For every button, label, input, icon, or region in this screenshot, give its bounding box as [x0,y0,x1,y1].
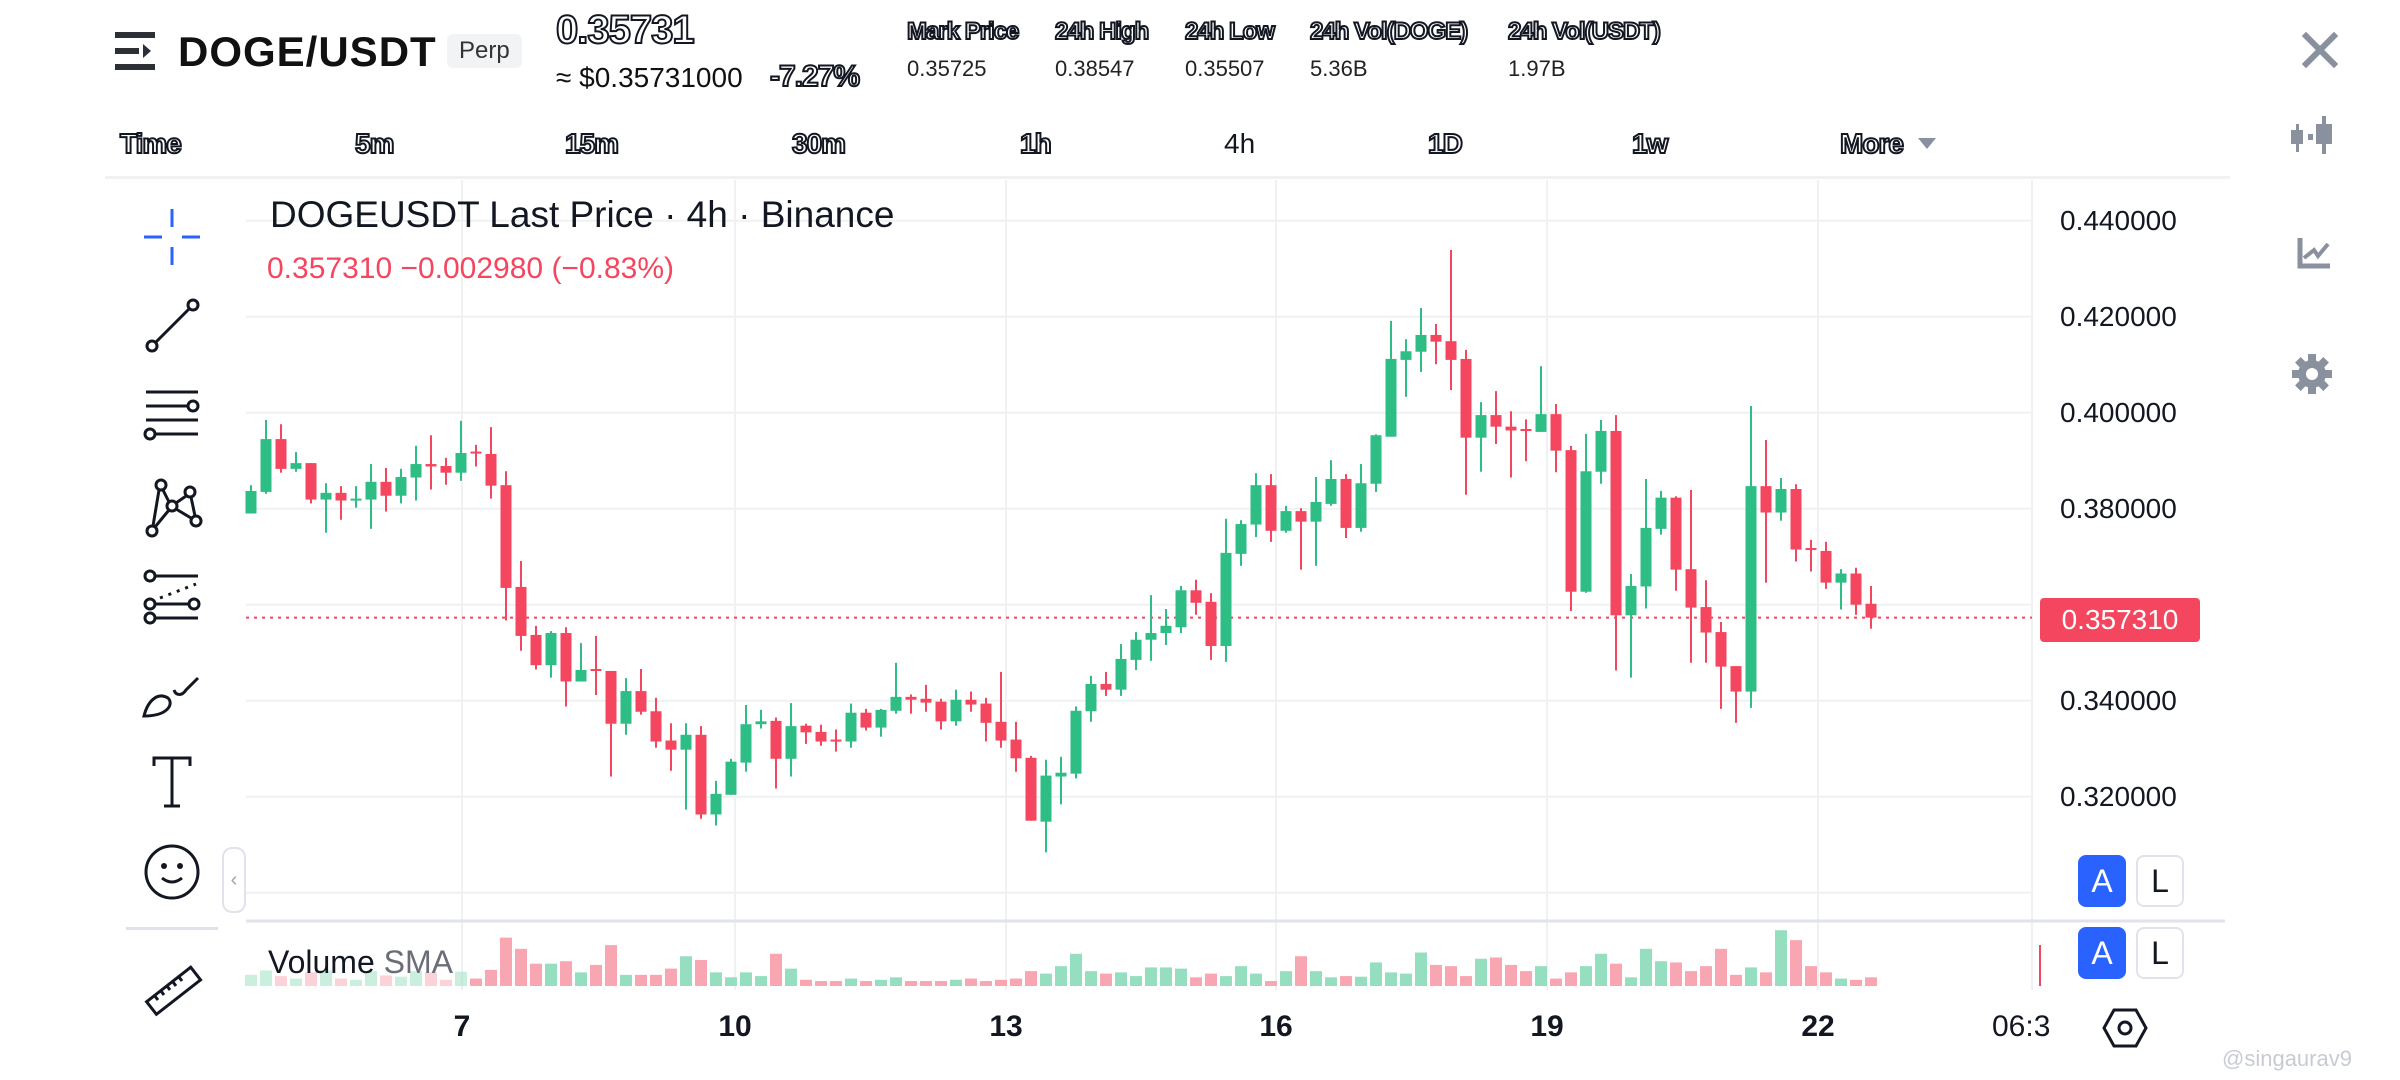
candlestick-icon[interactable] [2288,114,2338,158]
tab-15m[interactable]: 15m [564,127,620,160]
volume-log-scale-button[interactable]: L [2136,927,2184,979]
stat-value: 0.35507 [1185,56,1265,81]
time-axis-label: 22 [1801,1010,1835,1043]
tab-more[interactable]: More [1839,127,1905,160]
horizontal-lines-icon[interactable] [140,384,204,448]
menu-icon[interactable] [115,32,159,70]
tab-30m[interactable]: 30m [791,127,847,160]
price-axis-label: 0.340000 [2060,685,2177,716]
time-axis-label: 10 [718,1010,752,1043]
tab-4h[interactable]: 4h [1224,128,1256,159]
price-axis-label: 0.320000 [2060,781,2177,812]
change-percent: -7.27% [769,59,861,94]
stat-mark-price: Mark Price 0.35725 [906,17,1020,82]
current-price-label: 0.357310 [2040,598,2200,642]
watermark: @singaurav9 [2222,1046,2352,1071]
stat-24h-vol-doge: 24h Vol(DOGE) 5.36B [1309,17,1469,82]
time-axis-label: 16 [1259,1010,1293,1043]
chevron-down-icon[interactable] [1918,138,1936,149]
price-axis-label: 0.420000 [2060,301,2177,332]
last-price: 0.35731 [555,7,696,53]
stat-24h-low: 24h Low 0.35507 [1184,17,1276,82]
price-axis-label: 0.380000 [2060,493,2177,524]
toolbar-divider [126,927,218,930]
chart-settings-hexagon-icon[interactable] [2100,1006,2150,1050]
tab-1d[interactable]: 1D [1427,127,1464,160]
time-axis-label: 7 [453,1010,471,1043]
stat-value: 5.36B [1310,56,1368,81]
price-axis-label: 0.440000 [2060,205,2177,236]
stat-value: 0.38547 [1055,56,1135,81]
divider [105,176,2230,179]
tab-time[interactable]: Time [119,127,183,160]
time-axis-label: 13 [989,1010,1023,1043]
price-axis-label: 0.400000 [2060,397,2177,428]
crosshair-icon[interactable] [140,205,204,269]
stat-label: 24h Vol(DOGE) [1309,17,1469,46]
tab-5m[interactable]: 5m [354,127,396,160]
chart-legend-change: 0.357310 −0.002980 (−0.83%) [267,252,675,285]
volume-auto-scale-button[interactable]: A [2078,927,2126,979]
stat-24h-vol-usdt: 24h Vol(USDT) 1.97B [1507,17,1662,82]
log-scale-button[interactable]: L [2136,855,2184,907]
indicator-icon[interactable] [2292,232,2336,276]
stat-24h-high: 24h High 0.38547 [1054,17,1150,82]
gear-icon[interactable] [2290,352,2334,396]
ruler-icon[interactable] [140,960,204,1024]
text-icon[interactable] [140,750,204,814]
time-axis-label: 06:3 [1992,1010,2051,1043]
volume-legend: Volume SMA [268,944,453,981]
chart-legend-title: DOGEUSDT Last Price · 4h · Binance [270,194,895,235]
time-axis-label: 19 [1530,1010,1564,1043]
stat-label: 24h Low [1184,17,1276,46]
usd-price: ≈ $0.35731000 [556,62,743,93]
stat-label: Mark Price [906,17,1020,46]
stat-value: 1.97B [1508,56,1566,81]
contract-type-badge: Perp [447,34,522,68]
pattern-icon[interactable] [140,476,204,540]
tab-1w[interactable]: 1w [1631,127,1669,160]
collapse-toolbar-button[interactable]: ‹ [222,847,246,913]
brush-icon[interactable] [140,660,204,724]
volume-sma-label: SMA [383,944,453,980]
auto-scale-button[interactable]: A [2078,855,2126,907]
tab-1h[interactable]: 1h [1019,127,1053,160]
close-icon[interactable] [2298,28,2342,72]
volume-label: Volume [268,944,375,980]
trend-line-icon[interactable] [140,294,204,358]
symbol-title[interactable]: DOGE/USDT [178,28,437,75]
stat-label: 24h Vol(USDT) [1507,17,1662,46]
emoji-icon[interactable] [140,840,204,904]
fib-channel-icon[interactable] [140,566,204,630]
stat-value: 0.35725 [907,56,987,81]
stat-label: 24h High [1054,17,1150,46]
